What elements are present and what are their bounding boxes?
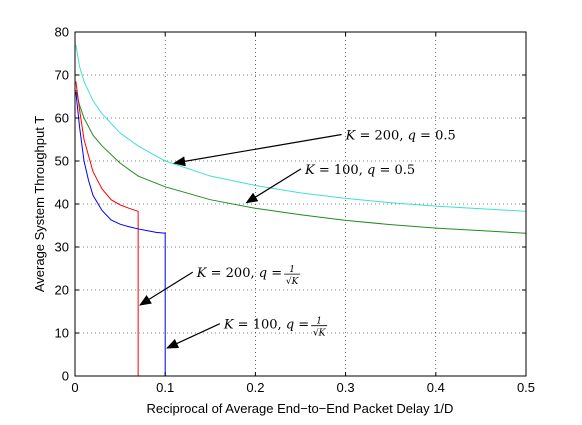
y-tick-label: 50 [55,154,69,169]
x-tick-label: 0.4 [427,380,445,395]
annotation-fraction-denominator: √K [313,328,327,339]
x-tick-label: 0.2 [246,380,264,395]
x-tick-label: 0 [71,380,78,395]
annotations-group: K = 200, q = 0.5 K = 100, q = 0.5 K = 200,… [139,129,456,349]
y-axis-label: Average System Throughput T [32,116,47,292]
annotation-arrow-3 [139,271,194,306]
plot-area [75,32,526,376]
series-line-3 [75,81,139,376]
x-axis-label: Reciprocal of Average End−to−End Packet … [147,401,454,416]
x-tick-label: 0.5 [517,380,535,395]
y-tick-label: 60 [55,111,69,126]
annotation-label-1: K = 200, q = 0.5 [345,129,456,144]
series-line-4 [75,92,166,376]
axis-ticks: 0 0.1 0.2 0.3 0.4 0.5 0 10 20 30 40 50 60 70 80 [55,25,536,396]
annotation-label-4: K = 100, q = [223,318,309,333]
y-tick-label: 30 [55,240,69,255]
series-group [75,44,527,376]
y-tick-label: 80 [55,25,69,40]
x-tick-label: 0.1 [156,380,174,395]
y-tick-label: 0 [62,369,69,384]
y-tick-label: 40 [55,197,69,212]
y-tick-label: 70 [55,68,69,83]
annotation-arrow-1 [173,133,342,167]
annotation-fraction-numerator: 1 [316,317,322,327]
annotation-fraction-denominator: √K [286,276,300,287]
series-line-1 [75,44,527,376]
y-tick-label: 10 [55,326,69,341]
annotation-label-3: K = 200, q = [196,266,282,281]
annotation-arrow-2 [245,168,302,204]
annotation-arrow-4 [166,323,221,349]
x-tick-label: 0.3 [337,380,355,395]
y-tick-label: 20 [55,283,69,298]
annotation-label-2: K = 100, q = 0.5 [304,163,415,178]
annotation-fraction-numerator: 1 [289,265,295,275]
series-line-2 [75,89,527,234]
grid-lines [75,32,526,376]
